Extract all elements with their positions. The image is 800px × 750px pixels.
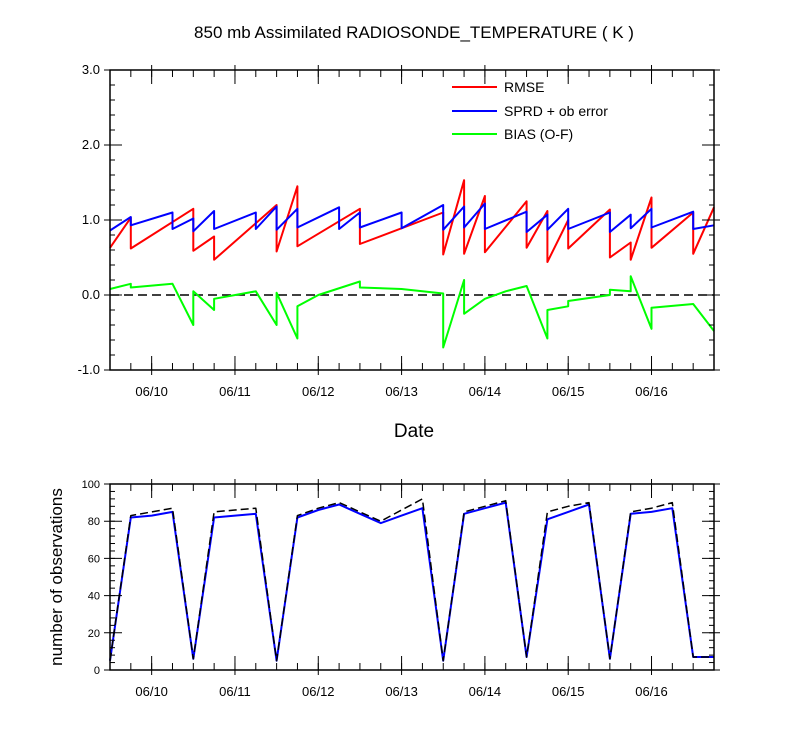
top-x-tick-label: 06/16 [635, 384, 668, 399]
legend: RMSE SPRD + ob error BIAS (O-F) [452, 79, 608, 142]
bottom-panel: 06/10 06/11 06/12 06/13 06/14 06/15 06/16 0 20 40… [47, 479, 720, 699]
bottom-y-tick-label: 60 [88, 553, 100, 565]
series-sprd-ob-error-line [109, 202, 715, 233]
top-y-tick-label: 3.0 [82, 62, 100, 77]
bottom-y-tick-label: 40 [88, 591, 100, 603]
legend-rmse-label: RMSE [504, 79, 544, 95]
bottom-plot-frame [109, 483, 715, 671]
top-y-tick-label: 1.0 [82, 212, 100, 227]
top-x-tick-label: 06/10 [135, 384, 168, 399]
chart-title: 850 mb Assimilated RADIOSONDE_TEMPERATUR… [194, 23, 634, 42]
y-axis-label: number of observations [47, 488, 66, 666]
top-x-tick-label: 06/12 [302, 384, 335, 399]
top-x-tick-label: 06/14 [469, 384, 502, 399]
top-y-tick-label: 0.0 [82, 287, 100, 302]
obs-possible-line [109, 498, 714, 662]
bottom-y-tick-label: 100 [82, 479, 100, 491]
top-y-tick-label: -1.0 [78, 362, 100, 377]
obs-used-line [109, 501, 714, 662]
bottom-x-tick-label: 06/15 [552, 684, 585, 699]
series-bias-o-f-line [109, 275, 715, 349]
bottom-x-tick-label: 06/11 [219, 684, 251, 699]
bottom-y-tick-label: 0 [94, 665, 100, 677]
legend-bias-label: BIAS (O-F) [504, 126, 573, 142]
top-x-tick-label: 06/15 [552, 384, 585, 399]
bottom-y-tick-label: 80 [88, 516, 100, 528]
bottom-x-tick-label: 06/16 [635, 684, 668, 699]
series-rmse-line [109, 179, 715, 263]
bottom-x-tick-label: 06/10 [135, 684, 168, 699]
top-x-tick-label: 06/13 [385, 384, 418, 399]
bottom-x-tick-label: 06/12 [302, 684, 335, 699]
bottom-x-tick-label: 06/13 [385, 684, 418, 699]
bottom-x-tick-label: 06/14 [469, 684, 502, 699]
top-y-tick-label: 2.0 [82, 137, 100, 152]
legend-sprd-label: SPRD + ob error [504, 103, 608, 119]
x-axis-label: Date [394, 421, 434, 442]
bottom-y-tick-label: 20 [88, 628, 100, 640]
top-panel: 850 mb Assimilated RADIOSONDE_TEMPERATUR… [78, 23, 720, 442]
top-x-tick-label: 06/11 [219, 384, 251, 399]
